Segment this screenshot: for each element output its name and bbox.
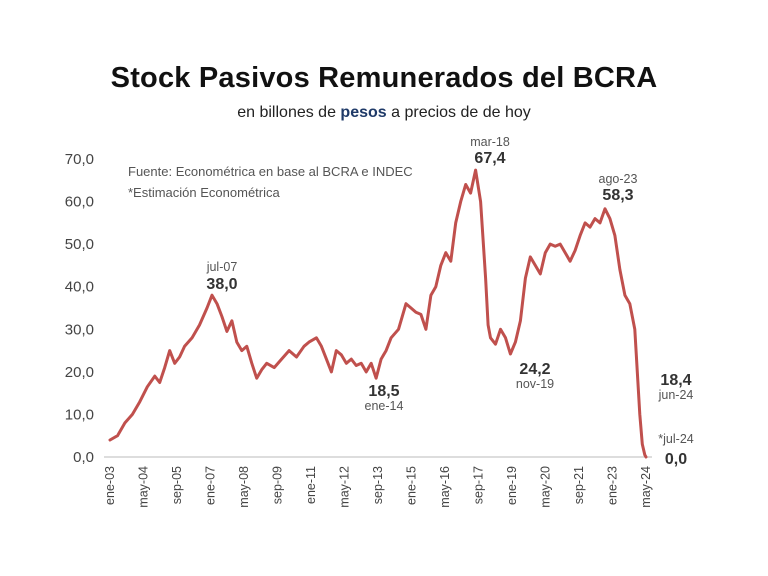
x-tick-label: sep-05 [170, 466, 184, 504]
subtitle-suffix: a precios de de hoy [386, 104, 531, 121]
annotation-value-jun24: 18,4 [660, 372, 691, 389]
annotation-value-nov19: 24,2 [519, 361, 550, 378]
x-axis-ticks: ene-03 may-04 sep-05 ene-07 may-08 sep-09 ene-… [103, 466, 653, 508]
annotation-date-mar18: mar-18 [470, 135, 510, 149]
y-tick-label: 20,0 [65, 364, 94, 381]
y-axis-ticks: 0,0 10,0 20,0 30,0 40,0 50,0 60,0 70,0 [65, 151, 94, 466]
annotation-value-mar18: 67,4 [474, 150, 505, 167]
y-tick-label: 10,0 [65, 406, 94, 423]
annotation-value-ago23: 58,3 [602, 187, 633, 204]
x-tick-label: ene-19 [505, 466, 519, 505]
annotation-value-ene14: 18,5 [368, 383, 399, 400]
x-tick-label: may-20 [539, 466, 553, 508]
annotation-date-jul07: jul-07 [206, 260, 238, 274]
y-tick-label: 40,0 [65, 279, 94, 296]
x-tick-label: may-24 [639, 466, 653, 508]
x-tick-label: ene-11 [304, 466, 318, 504]
x-tick-label: may-16 [438, 466, 452, 508]
annotation-value-jul24: 0,0 [665, 451, 687, 468]
subtitle-highlight: pesos [340, 104, 387, 121]
annotation-date-jul24: *jul-24 [658, 432, 693, 446]
x-tick-label: sep-21 [572, 466, 586, 504]
x-tick-label: ene-07 [204, 466, 218, 505]
source-note: Fuente: Econométrica en base al BCRA e I… [128, 164, 413, 179]
x-tick-label: may-12 [338, 466, 352, 508]
x-tick-label: sep-09 [271, 466, 285, 504]
y-tick-label: 30,0 [65, 321, 94, 338]
series-line [108, 168, 648, 459]
x-tick-label: ene-03 [103, 466, 117, 505]
subtitle-prefix: en billones de [237, 104, 341, 121]
chart-subtitle: en billones de pesos a precios de de hoy [0, 104, 768, 122]
y-tick-label: 0,0 [73, 449, 94, 466]
annotation-date-ago23: ago-23 [599, 172, 638, 186]
y-tick-label: 70,0 [65, 151, 94, 168]
annotation-date-nov19: nov-19 [516, 377, 554, 391]
x-tick-label: sep-13 [371, 466, 385, 504]
annotation-date-jun24: jun-24 [658, 388, 694, 402]
x-tick-label: may-08 [237, 466, 251, 508]
x-tick-label: ene-15 [405, 466, 419, 505]
y-tick-label: 60,0 [65, 194, 94, 211]
y-tick-label: 50,0 [65, 236, 94, 253]
x-tick-label: ene-23 [606, 466, 620, 505]
chart-title: Stock Pasivos Remunerados del BCRA [110, 62, 658, 94]
x-tick-label: sep-17 [472, 466, 486, 504]
estimate-note: *Estimación Econométrica [128, 185, 280, 200]
x-tick-label: may-04 [137, 466, 151, 508]
annotation-value-jul07: 38,0 [206, 276, 237, 293]
annotation-date-ene14: ene-14 [365, 399, 404, 413]
